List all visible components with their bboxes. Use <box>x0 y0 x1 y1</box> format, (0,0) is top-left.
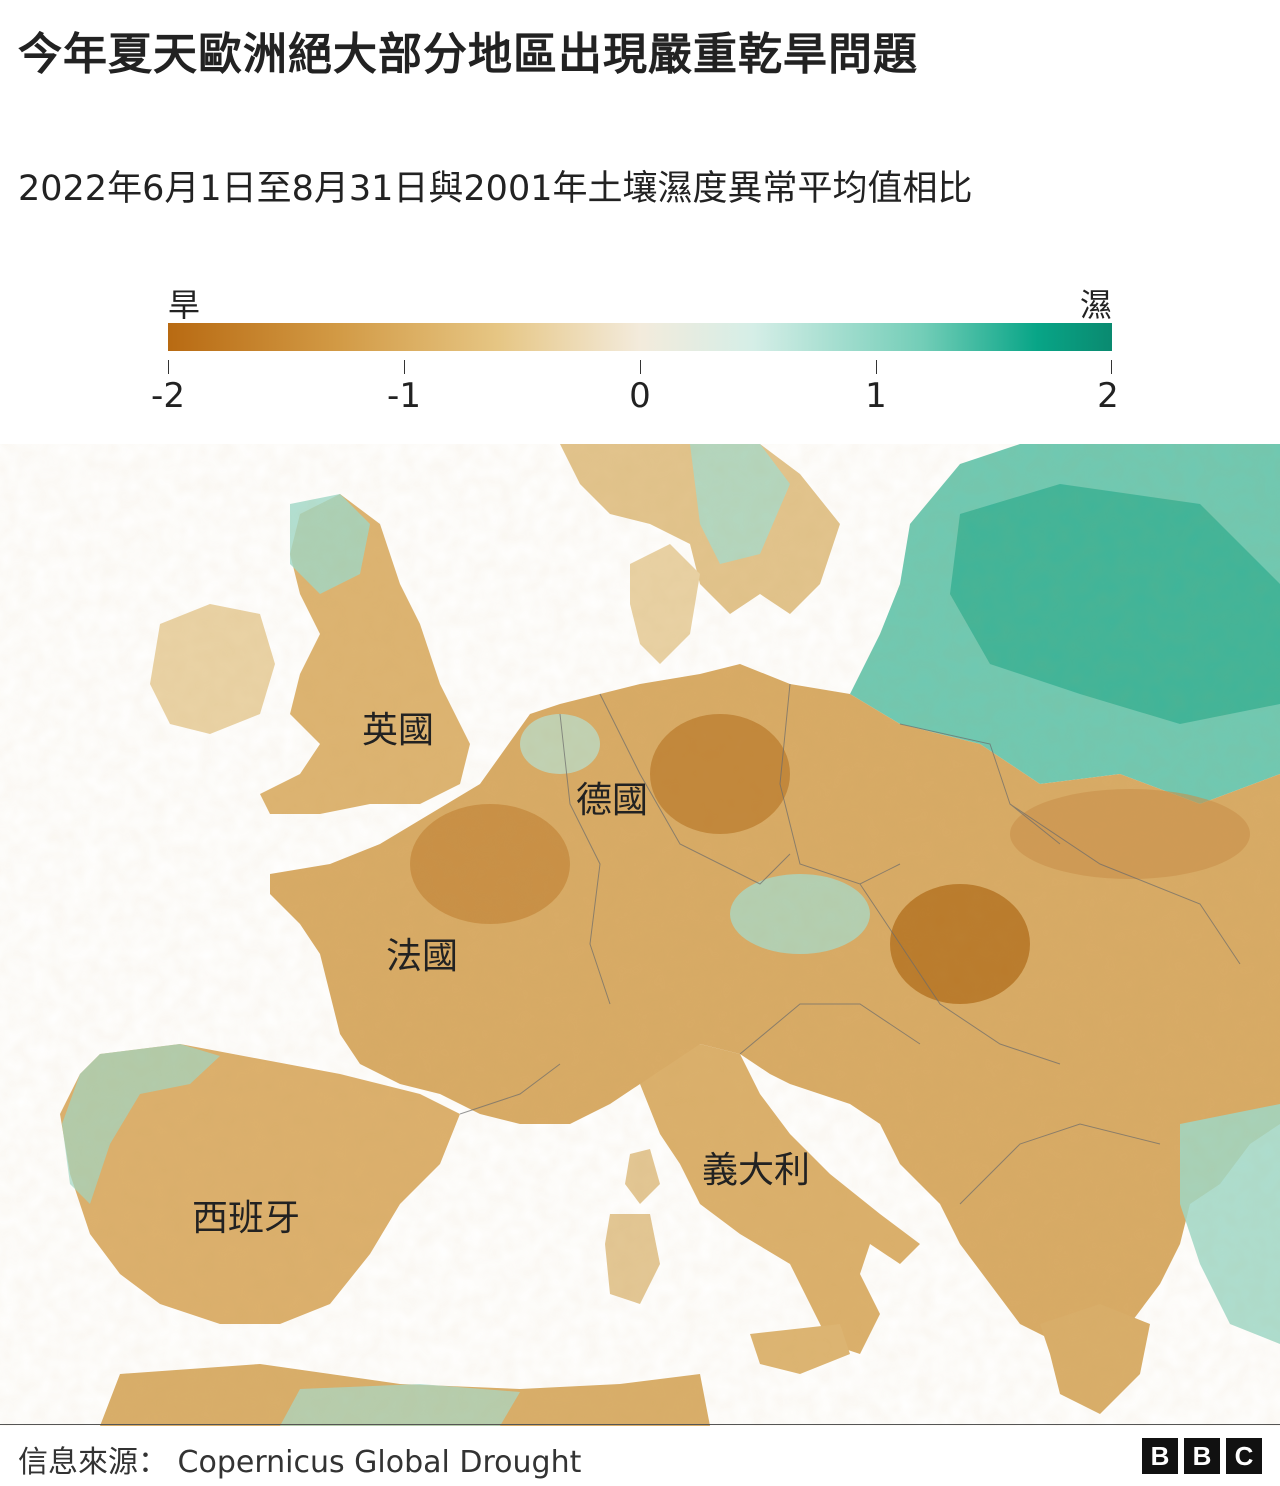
map-label-uk: 英國 <box>362 710 434 751</box>
legend-tick <box>404 360 405 374</box>
footer-divider <box>0 1424 1280 1425</box>
legend-tick-label: 1 <box>865 376 887 416</box>
europe-soil-moisture-map: 英國 德國 法國 西班牙 義大利 <box>0 444 1280 1426</box>
page-subtitle: 2022年6月1日至8月31日與2001年土壤濕度異常平均值相比 <box>18 169 973 209</box>
bbc-logo-letter: C <box>1226 1438 1262 1474</box>
color-legend: 旱 濕 -2 -1 0 1 2 <box>151 280 1119 420</box>
map-label-spain: 西班牙 <box>192 1198 300 1239</box>
bbc-logo-letter: B <box>1184 1438 1220 1474</box>
bbc-logo: B B C <box>1142 1438 1262 1474</box>
legend-tick <box>876 360 877 374</box>
legend-tick-label: -1 <box>387 376 421 416</box>
legend-wet-label: 濕 <box>1079 286 1112 324</box>
legend-tick <box>1111 360 1112 374</box>
bbc-logo-letter: B <box>1142 1438 1178 1474</box>
map-label-italy: 義大利 <box>702 1150 810 1191</box>
legend-tick-label: -2 <box>151 376 185 416</box>
legend-dry-label: 旱 <box>168 286 201 324</box>
source-credit: 信息來源： Copernicus Global Drought <box>18 1445 582 1480</box>
map-label-germany: 德國 <box>576 780 648 821</box>
map-texture <box>0 444 1280 1426</box>
legend-color-bar <box>168 323 1112 351</box>
legend-tick <box>168 360 169 374</box>
legend-tick-label: 2 <box>1097 376 1119 416</box>
map-label-france: 法國 <box>386 936 458 977</box>
page-title: 今年夏天歐洲絕大部分地區出現嚴重乾旱問題 <box>18 29 918 80</box>
legend-tick-label: 0 <box>629 376 651 416</box>
legend-tick <box>640 360 641 374</box>
country-borders <box>459 683 1241 1205</box>
